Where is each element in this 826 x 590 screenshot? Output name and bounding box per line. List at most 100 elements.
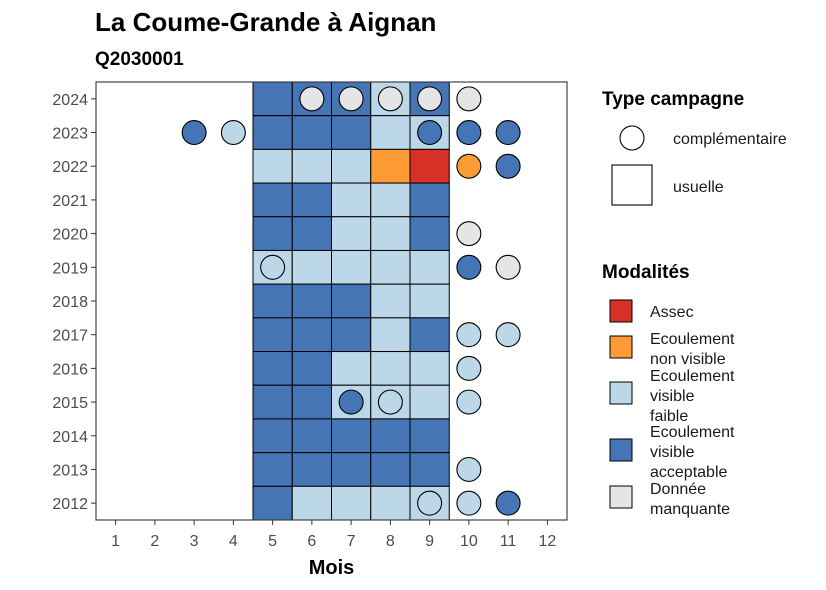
point-2024-8 bbox=[377, 86, 403, 112]
point-2017-11 bbox=[495, 322, 521, 348]
point-2015-7 bbox=[338, 389, 364, 415]
y-tick-label: 2023 bbox=[52, 126, 88, 143]
y-axis: 2024 2023 2022 2021 2020 2019 2018 2017 2016 2015… bbox=[52, 92, 96, 513]
y-tick-label: 2016 bbox=[52, 361, 88, 378]
grid-cell-2020-6 bbox=[291, 216, 332, 251]
grid-cell-2018-7 bbox=[331, 283, 372, 319]
point-2015-8 bbox=[377, 389, 403, 415]
chart-subtitle: Q2030001 bbox=[95, 49, 184, 70]
grid-cell-2012-8 bbox=[370, 485, 411, 521]
legend-swatch-O bbox=[609, 335, 633, 359]
point-2015-10 bbox=[456, 389, 482, 415]
y-tick-label: 2012 bbox=[52, 496, 88, 513]
grid-cell-2013-6 bbox=[291, 452, 332, 487]
legend-label: Ecoulement bbox=[650, 424, 735, 441]
point-2020-10 bbox=[456, 221, 482, 247]
legend-circle-swatch bbox=[619, 125, 645, 151]
grid-cell-2023-8 bbox=[370, 115, 411, 150]
point-2024-10 bbox=[456, 86, 482, 112]
point-2012-9 bbox=[417, 490, 443, 516]
y-tick-label: 2014 bbox=[52, 429, 88, 446]
point-2023-4 bbox=[220, 120, 246, 146]
grid-cell-2023-5 bbox=[252, 115, 293, 150]
x-tick-label: 2 bbox=[150, 533, 159, 550]
x-tick-label: 11 bbox=[500, 533, 517, 550]
grid-cell-2012-6 bbox=[291, 485, 332, 521]
x-tick-label: 8 bbox=[386, 533, 395, 550]
grid-cell-2013-7 bbox=[331, 452, 372, 487]
grid-cell-2016-6 bbox=[291, 351, 332, 386]
point-2016-10 bbox=[456, 355, 482, 381]
grid-cell-2016-5 bbox=[252, 351, 293, 386]
y-tick-label: 2020 bbox=[52, 227, 88, 244]
x-tick-label: 9 bbox=[425, 533, 434, 550]
grid-cell-2016-9 bbox=[409, 351, 450, 386]
legend-swatch-A bbox=[609, 299, 633, 323]
grid-cell-2020-5 bbox=[252, 216, 293, 251]
grid-cell-2015-6 bbox=[291, 384, 332, 420]
grid-cell-2023-7 bbox=[331, 115, 372, 150]
grid-cell-2019-7 bbox=[331, 249, 372, 285]
legend-type-campagne: Type campagne complémentaire usuelle bbox=[602, 89, 787, 206]
point-2024-7 bbox=[338, 86, 364, 112]
point-2019-5 bbox=[260, 254, 286, 280]
legend-usuelle-label: usuelle bbox=[673, 179, 724, 196]
legend-label: Ecoulement bbox=[650, 331, 735, 348]
point-2023-10 bbox=[456, 120, 482, 146]
grid-cell-2022-9 bbox=[409, 148, 450, 184]
x-tick-label: 6 bbox=[307, 533, 316, 550]
grid-cell-2017-6 bbox=[291, 317, 332, 353]
point-2022-11 bbox=[495, 153, 521, 179]
x-tick-label: 5 bbox=[268, 533, 277, 550]
point-2012-11 bbox=[495, 490, 521, 516]
y-tick-label: 2018 bbox=[52, 294, 88, 311]
y-tick-label: 2022 bbox=[52, 159, 88, 176]
grid-cell-2013-9 bbox=[409, 452, 450, 487]
grid-cell-2020-7 bbox=[331, 216, 372, 251]
legend-label: visible bbox=[650, 388, 695, 405]
grid-cell-2020-8 bbox=[370, 216, 411, 251]
grid-cell-2019-6 bbox=[291, 249, 332, 285]
grid-cell-2014-8 bbox=[370, 418, 411, 454]
legend-label: manquante bbox=[650, 501, 730, 518]
x-tick-label: 4 bbox=[229, 533, 238, 550]
legend-type-title: Type campagne bbox=[602, 89, 744, 110]
y-tick-label: 2021 bbox=[52, 193, 88, 210]
grid-cell-2022-8 bbox=[370, 148, 411, 184]
x-tick-label: 1 bbox=[111, 533, 120, 550]
grid-cell-2014-7 bbox=[331, 418, 372, 454]
point-2024-6 bbox=[299, 86, 325, 112]
chart-title: La Coume-Grande à Aignan bbox=[95, 7, 436, 37]
legend-swatch-V bbox=[609, 438, 633, 462]
grid-cell-2015-5 bbox=[252, 384, 293, 420]
grid-cell-2013-5 bbox=[252, 452, 293, 487]
grid-cell-2017-7 bbox=[331, 317, 372, 353]
grid-cell-2021-8 bbox=[370, 182, 411, 218]
x-tick-label: 7 bbox=[347, 533, 356, 550]
x-tick-label: 3 bbox=[190, 533, 199, 550]
point-2023-9 bbox=[417, 120, 443, 146]
grid-cell-2020-9 bbox=[409, 216, 450, 251]
grid-cell-2015-9 bbox=[409, 384, 450, 420]
grid-cell-2017-5 bbox=[252, 317, 293, 353]
grid-cell-2017-9 bbox=[409, 317, 450, 353]
grid-cell-2013-8 bbox=[370, 452, 411, 487]
grid-cell-2016-7 bbox=[331, 351, 372, 386]
grid-cell-2018-8 bbox=[370, 283, 411, 319]
legend-label: acceptable bbox=[650, 464, 727, 481]
grid-cell-2022-5 bbox=[252, 148, 293, 184]
grid-cell-2023-6 bbox=[291, 115, 332, 150]
grid-cell-2021-9 bbox=[409, 182, 450, 218]
grid-cell-2014-5 bbox=[252, 418, 293, 454]
grid-cell-2021-6 bbox=[291, 182, 332, 218]
x-tick-label: 12 bbox=[538, 533, 556, 550]
grid-cell-2012-7 bbox=[331, 485, 372, 521]
legend-label: Ecoulement bbox=[650, 368, 735, 385]
legend-label: non visible bbox=[650, 351, 726, 368]
grid-cell-2018-5 bbox=[252, 283, 293, 319]
legend-swatch-N bbox=[609, 485, 633, 509]
grid-cell-2021-7 bbox=[331, 182, 372, 218]
grid-cell-2018-9 bbox=[409, 283, 450, 319]
